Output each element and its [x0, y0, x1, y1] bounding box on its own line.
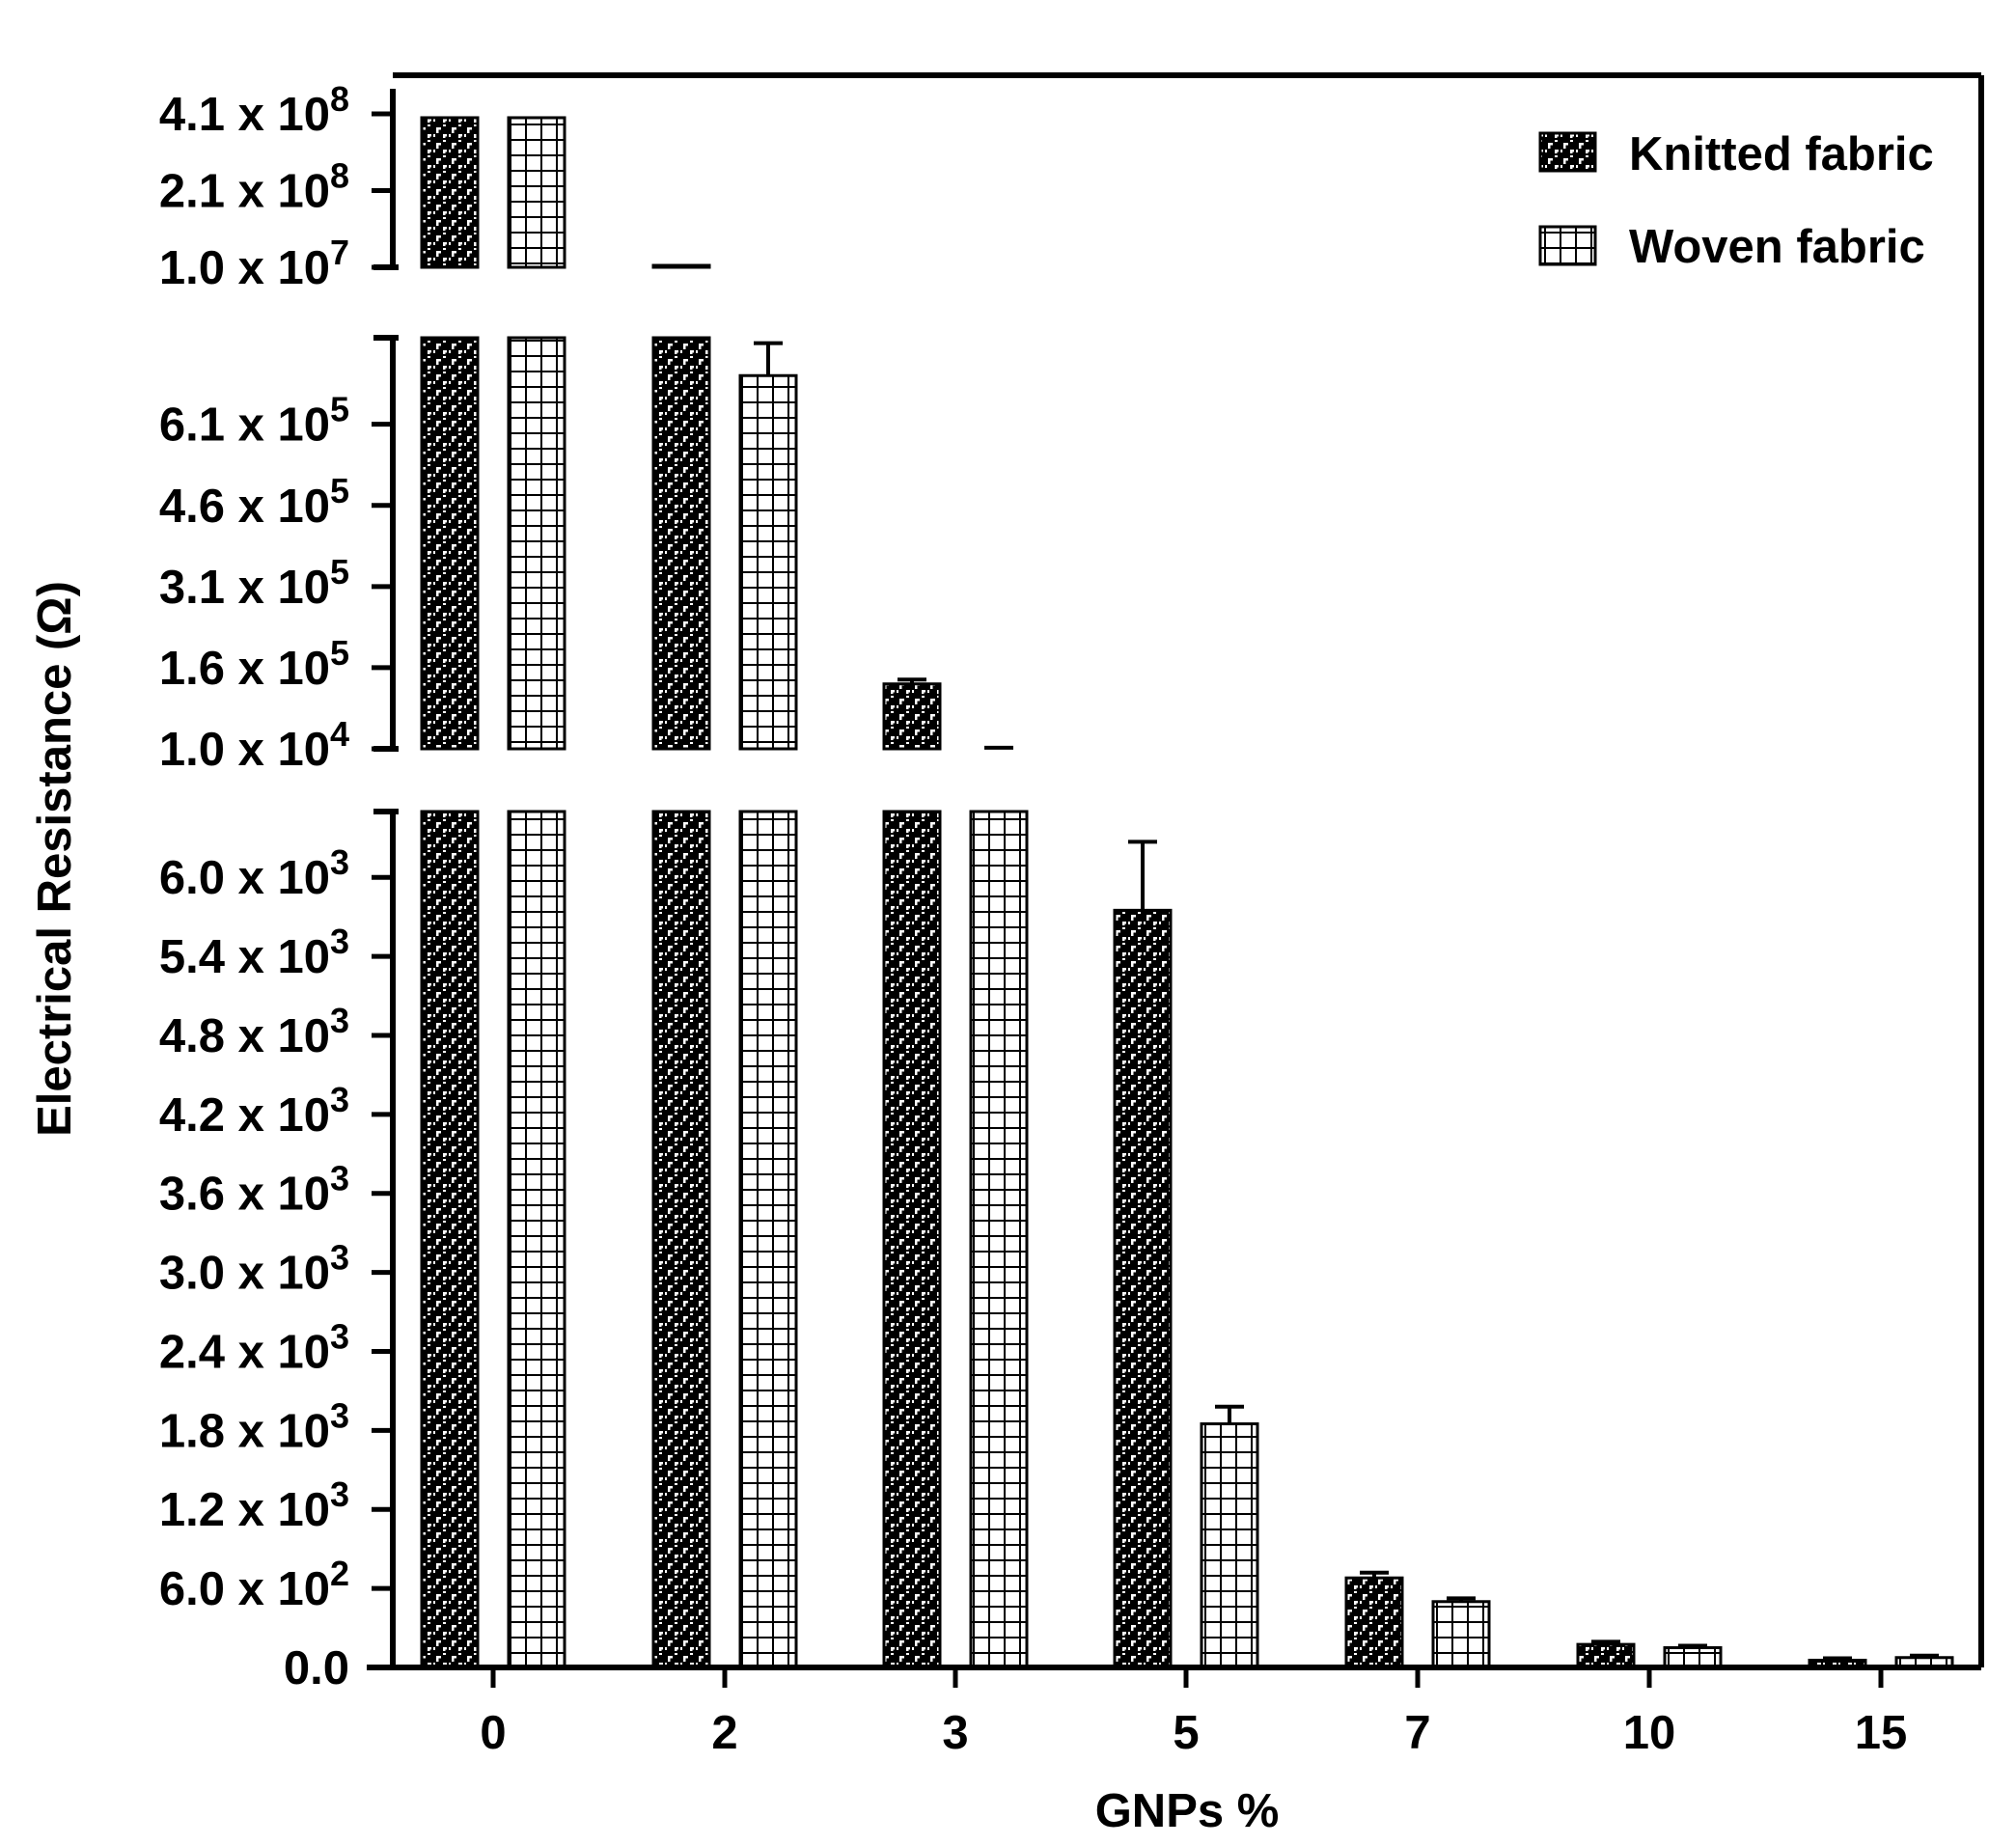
- bar-woven: [738, 810, 798, 1669]
- x-tick-label: 2: [711, 1707, 737, 1759]
- bar-knitted: [1576, 1642, 1636, 1669]
- bar-woven: [507, 336, 566, 751]
- y-tick-exponent: 3: [330, 1080, 349, 1119]
- legend-label-knitted: Knitted fabric: [1629, 128, 1934, 180]
- bar-woven: [1200, 1422, 1259, 1669]
- bar-woven: [1663, 1646, 1723, 1669]
- x-tick-label: 5: [1173, 1707, 1199, 1759]
- y-tick-exponent: 7: [330, 233, 349, 272]
- legend-item-woven: Woven fabric: [1538, 221, 1925, 273]
- bar-knitted: [651, 336, 711, 751]
- x-axis: 0 2 3 5 7 10 15: [480, 1667, 1907, 1759]
- y-tick-exponent: 3: [330, 1395, 349, 1435]
- y-tick-label: 5.4 x 103: [159, 922, 349, 983]
- y-tick-label: 4.6 x 105: [159, 471, 349, 533]
- y-tick-exponent: 5: [330, 471, 349, 510]
- legend-item-knitted: Knitted fabric: [1538, 128, 1934, 180]
- y-tick-label: 1.6 x 105: [159, 633, 349, 695]
- y-tick-label: 2.4 x 103: [159, 1316, 349, 1378]
- y-tick-exponent: 5: [330, 390, 349, 429]
- bar-woven: [507, 116, 566, 269]
- y-tick-exponent: 3: [330, 842, 349, 882]
- y-tick-exponent: 3: [330, 1159, 349, 1198]
- legend-label-woven: Woven fabric: [1629, 221, 1925, 273]
- y-tick-exponent: 8: [330, 156, 349, 196]
- y-tick-exponent: 5: [330, 633, 349, 673]
- x-tick-label: 7: [1404, 1707, 1430, 1759]
- bar-knitted: [651, 810, 711, 1669]
- y-tick-label: 3.1 x 105: [159, 552, 349, 614]
- error-bars: [754, 341, 1939, 1661]
- y-tick-label: 3.6 x 103: [159, 1159, 349, 1221]
- y-tick-label: 4.2 x 103: [159, 1080, 349, 1142]
- legend-swatch-woven: [1538, 225, 1597, 266]
- y-tick-exponent: 3: [330, 1316, 349, 1356]
- y-tick-exponent: 3: [330, 1474, 349, 1514]
- y-tick-label: 2.1 x 108: [159, 156, 349, 218]
- y-tick-label: 6.1 x 105: [159, 390, 349, 452]
- y-tick-label: 1.8 x 103: [159, 1395, 349, 1457]
- y-tick-exponent: 5: [330, 552, 349, 592]
- y-tick-label: 1.0 x 107: [159, 233, 349, 294]
- y-tick-label: 1.0 x 104: [159, 714, 349, 776]
- y-tick-label: 4.8 x 103: [159, 1001, 349, 1062]
- y-tick-exponent: 2: [330, 1554, 349, 1593]
- y-tick-exponent: 3: [330, 1001, 349, 1040]
- bar-knitted: [1113, 908, 1173, 1669]
- bar-knitted: [420, 336, 480, 751]
- y-tick-exponent: 3: [330, 922, 349, 961]
- bar-woven: [738, 373, 798, 751]
- x-tick-label: 15: [1855, 1707, 1908, 1759]
- legend-swatch-knitted: [1538, 131, 1597, 173]
- bar-knitted: [882, 682, 942, 751]
- y-tick-label: 4.1 x 108: [159, 79, 349, 141]
- bar-woven: [1431, 1600, 1491, 1669]
- bar-knitted: [420, 810, 480, 1669]
- legend: Knitted fabric Woven fabric: [1538, 128, 1934, 273]
- x-axis-title: GNPs %: [1095, 1785, 1280, 1837]
- y-axis-title: Electrical Resistance (Ω): [29, 581, 81, 1137]
- y-tick-label: 0.0: [284, 1642, 349, 1694]
- bars: [420, 116, 1954, 1669]
- y-tick-exponent: 4: [330, 714, 349, 754]
- bar-knitted: [1344, 1576, 1404, 1669]
- bar-knitted: [882, 810, 942, 1669]
- y-tick-label: 6.0 x 102: [159, 1554, 349, 1615]
- y-tick-label: 6.0 x 103: [159, 842, 349, 904]
- y-tick-label: 1.2 x 103: [159, 1474, 349, 1536]
- y-tick-label: 3.0 x 103: [159, 1238, 349, 1300]
- x-tick-label: 3: [942, 1707, 968, 1759]
- y-tick-exponent: 8: [330, 79, 349, 119]
- x-tick-label: 10: [1623, 1707, 1676, 1759]
- bar-knitted: [420, 116, 480, 269]
- bar-woven: [507, 810, 566, 1669]
- x-tick-label: 0: [480, 1707, 506, 1759]
- bar-woven: [969, 810, 1029, 1669]
- y-tick-exponent: 3: [330, 1238, 349, 1278]
- bar-knitted: [651, 263, 711, 269]
